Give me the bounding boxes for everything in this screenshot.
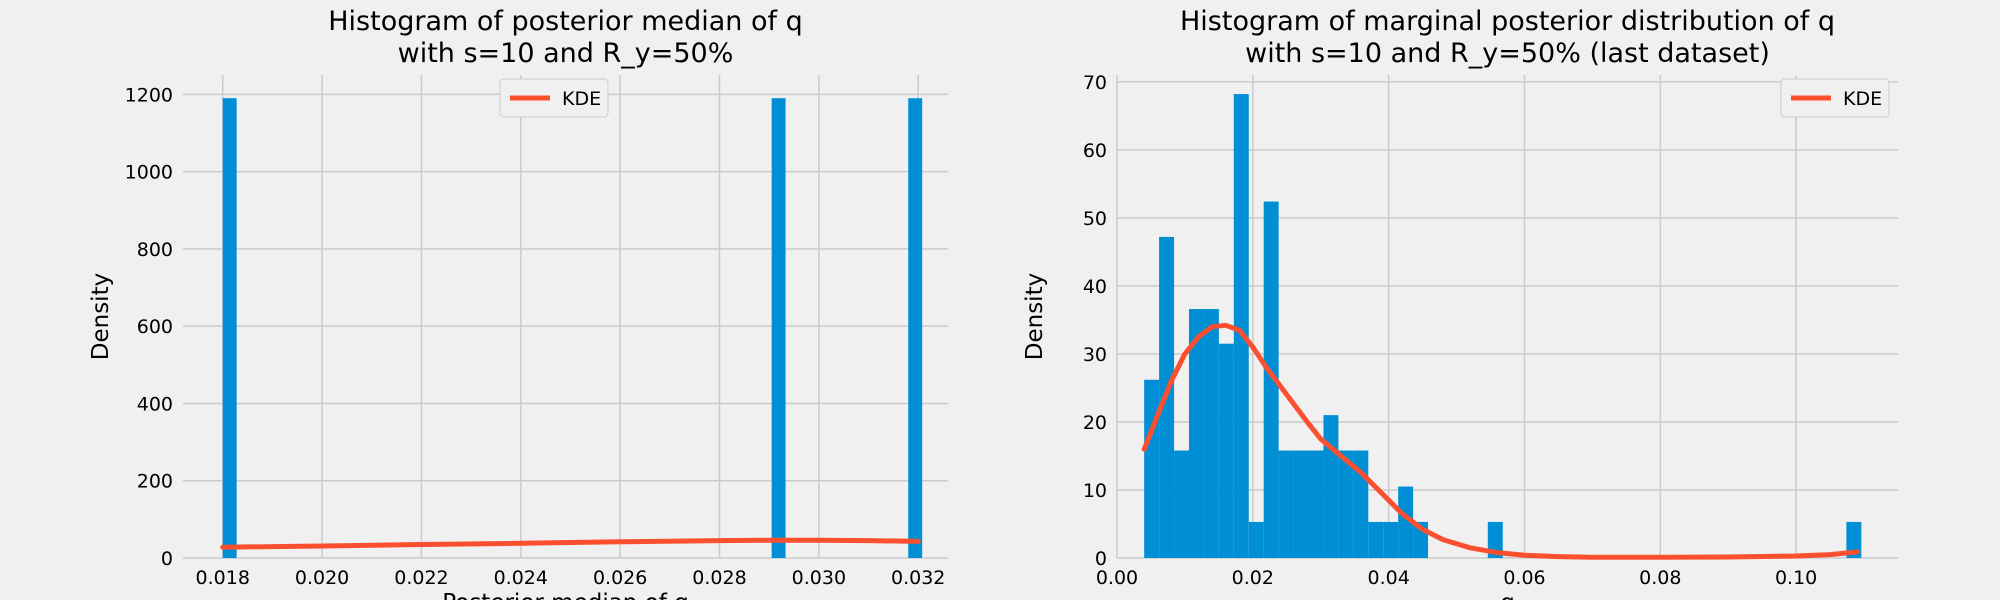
histogram-bar <box>1188 309 1204 558</box>
x-tick-label: 0.018 <box>196 567 250 589</box>
y-tick-label: 0 <box>161 548 173 570</box>
legend-box <box>1780 78 1890 118</box>
kde-line <box>220 537 921 550</box>
y-axis-label: Density <box>88 273 114 360</box>
x-tick-label: 0.028 <box>692 567 746 589</box>
y-tick-label: 600 <box>137 316 173 338</box>
y-tick-label: 50 <box>1083 208 1107 230</box>
histogram-bar <box>1368 521 1384 558</box>
legend-kde-label: KDE <box>562 88 601 110</box>
histogram-bar <box>1338 450 1354 558</box>
kde-line <box>1141 322 1860 560</box>
histogram-bar <box>1233 94 1249 559</box>
histogram-bar <box>1293 450 1309 558</box>
x-tick-label: 0.026 <box>593 567 647 589</box>
x-tick-label: 0.08 <box>1639 567 1681 589</box>
histogram-bar <box>1263 201 1279 558</box>
x-tick-label: 0.02 <box>1232 567 1274 589</box>
chart-marginal-posterior: 0.00 0.02 0.04 0.06 0.08 0.10 0 10 20 30 40 50 60 70 H… <box>1022 6 1898 600</box>
chart-title-line: with s=10 and R_y=50% (last dataset) <box>1245 38 1770 69</box>
legend-kde-label: KDE <box>1843 88 1882 110</box>
y-tick-label: 200 <box>137 471 173 493</box>
x-tick-label: 0.06 <box>1503 567 1545 589</box>
histogram-bar <box>908 98 923 559</box>
histogram-bar <box>1383 521 1399 558</box>
histogram-bar <box>1487 521 1503 558</box>
x-tick-label: 0.00 <box>1096 567 1138 589</box>
x-tick-label: 0.032 <box>891 567 945 589</box>
chart-title-line: Histogram of posterior median of q <box>328 6 803 37</box>
chart-title-line: Histogram of marginal posterior distribu… <box>1180 6 1835 37</box>
legend: KDE <box>1780 78 1890 118</box>
y-tick-label: 0 <box>1095 548 1107 570</box>
x-tick-label: 0.030 <box>792 567 846 589</box>
y-tick-label: 1000 <box>125 162 173 184</box>
histogram-bar <box>1144 379 1160 558</box>
legend: KDE <box>499 78 609 118</box>
histogram-bar <box>222 98 237 559</box>
y-tick-label: 400 <box>137 393 173 415</box>
histogram-bar <box>1323 415 1339 558</box>
y-tick-label: 70 <box>1083 72 1107 94</box>
y-axis-label: Density <box>1022 273 1048 360</box>
x-axis-label: Posterior median of q <box>442 590 689 600</box>
histogram-bar <box>1174 450 1189 558</box>
histogram-bar <box>1278 450 1294 558</box>
histogram-bar <box>1203 309 1219 558</box>
histogram-bar <box>1308 450 1324 558</box>
legend-box <box>499 78 609 118</box>
y-tick-label: 30 <box>1083 344 1107 366</box>
y-tick-label: 40 <box>1083 276 1107 298</box>
y-tick-label: 20 <box>1083 412 1107 434</box>
histogram-bar <box>771 98 786 559</box>
y-tick-label: 800 <box>137 239 173 261</box>
histogram-bar <box>1846 521 1862 558</box>
chart-title-line: with s=10 and R_y=50% <box>398 38 734 69</box>
y-tick-label: 10 <box>1083 480 1107 502</box>
x-tick-label: 0.04 <box>1367 567 1409 589</box>
y-tick-label: 1200 <box>125 84 173 106</box>
histogram-bar <box>1398 486 1414 558</box>
chart-posterior-median: 0.018 0.020 0.022 0.024 0.026 0.028 0.030 0.032… <box>88 6 948 600</box>
x-tick-label: 0.024 <box>494 567 548 589</box>
x-tick-label: 0.10 <box>1775 567 1817 589</box>
x-tick-label: 0.022 <box>394 567 448 589</box>
x-tick-label: 0.020 <box>295 567 349 589</box>
histogram-bar <box>1248 521 1264 558</box>
histogram-bar <box>1218 343 1234 558</box>
x-axis-label: q <box>1500 590 1515 600</box>
y-tick-label: 60 <box>1083 140 1107 162</box>
